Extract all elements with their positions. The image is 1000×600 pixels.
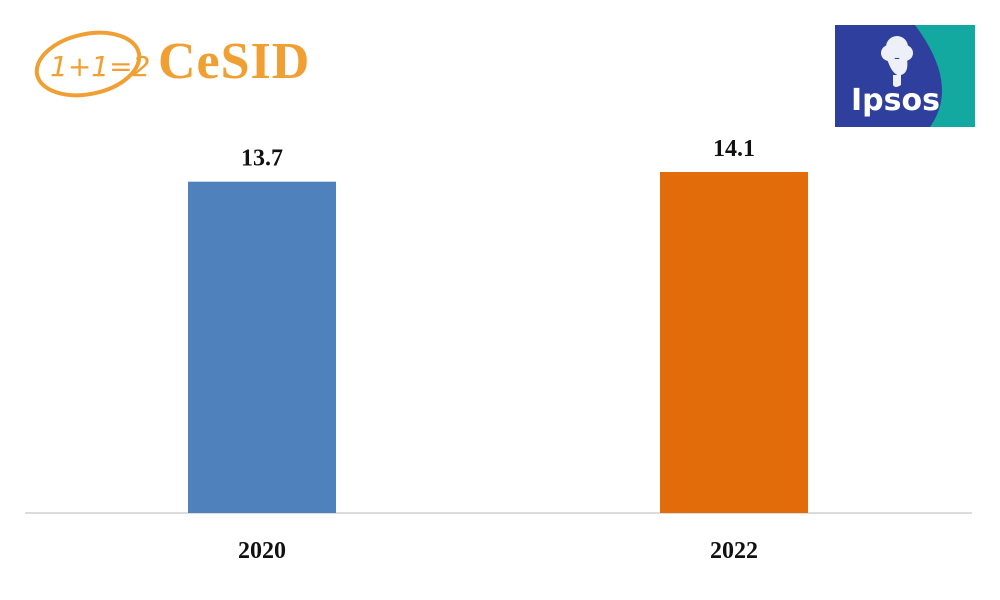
data-label-2020: 13.7 <box>241 146 283 172</box>
cesid-wordmark: CeSID <box>158 33 311 90</box>
cesid-logo: 1+1=2 CeSID <box>30 22 320 102</box>
data-label-2022: 14.1 <box>713 136 755 162</box>
bar-2020 <box>188 181 336 513</box>
x-tick-label-2022: 2022 <box>710 538 758 564</box>
ipsos-logo-text: Ipsos <box>851 83 940 118</box>
bar-2022 <box>660 172 808 513</box>
ipsos-logo: Ipsos <box>835 25 975 127</box>
cesid-mark-icon: 1+1=2 <box>34 30 150 98</box>
ipsos-head-icon <box>881 36 913 87</box>
labels-layer: 13.7 2020 14.1 2022 <box>238 136 758 564</box>
bars-layer <box>188 172 808 513</box>
cesid-mark-text: 1+1=2 <box>50 50 150 83</box>
x-tick-label-2020: 2020 <box>238 538 286 564</box>
